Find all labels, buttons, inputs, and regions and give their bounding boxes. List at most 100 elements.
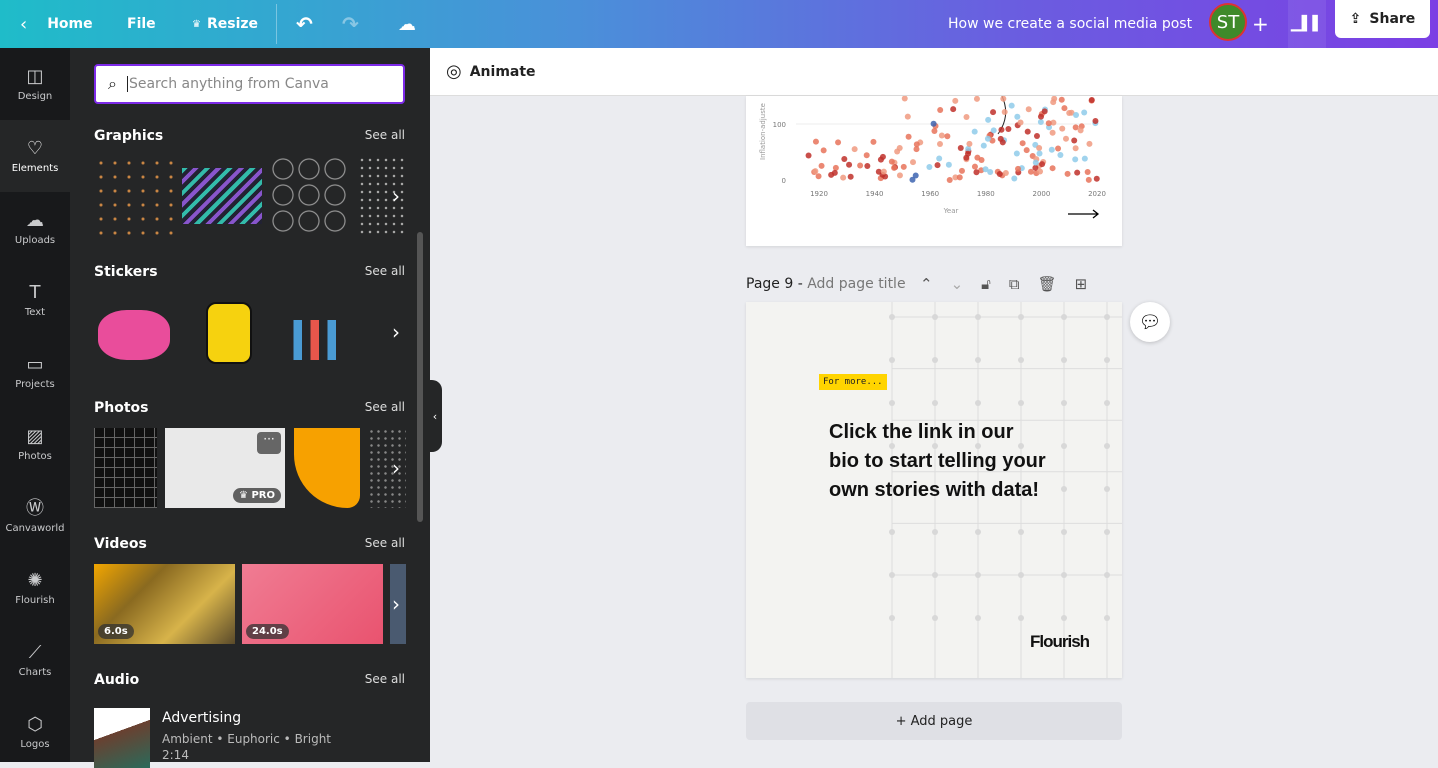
- audio-title[interactable]: Advertising: [162, 710, 242, 726]
- scatter-point: [1077, 127, 1084, 134]
- see-all-link[interactable]: See all: [364, 128, 405, 142]
- grid-background: [889, 302, 1122, 678]
- section-photos: Photos See all: [94, 400, 405, 416]
- cta-text[interactable]: Click the link in our bio to start telli…: [829, 421, 1046, 501]
- for-more-tag[interactable]: For more...: [819, 374, 887, 390]
- grid-node: [1061, 443, 1067, 449]
- unlock-icon[interactable]: 🔓︎: [981, 275, 991, 293]
- more-options-icon[interactable]: ···: [257, 432, 281, 454]
- redo-icon[interactable]: ↷: [342, 12, 359, 36]
- scatter-point: [870, 138, 877, 145]
- page-9-canvas[interactable]: For more... Click the link in our bio to…: [746, 302, 1122, 678]
- scatter-point: [1086, 140, 1093, 147]
- panel-scrollbar[interactable]: [417, 232, 423, 522]
- sidebar-item-projects[interactable]: ▭ Projects: [15, 353, 55, 390]
- chevron-up-icon[interactable]: ⌃: [920, 275, 933, 293]
- graphic-dots[interactable]: [358, 156, 406, 236]
- chevron-right-icon[interactable]: ›: [392, 456, 400, 480]
- scatter-point: [1072, 156, 1079, 163]
- sidebar-item-text[interactable]: T Text: [24, 281, 46, 318]
- sticker-thumbs-up[interactable]: [206, 302, 252, 364]
- photo-crumpled-paper[interactable]: ··· ♛ PRO: [165, 428, 285, 508]
- see-all-link[interactable]: See all: [364, 672, 405, 686]
- scatter-point: [828, 171, 835, 178]
- scatter-point: [1073, 112, 1080, 119]
- graphic-zigzag[interactable]: [182, 168, 262, 224]
- section-graphics: Graphics See all: [94, 128, 405, 144]
- scatter-point: [937, 106, 944, 113]
- home-button[interactable]: ‹ Home: [20, 13, 93, 35]
- animate-button[interactable]: Animate: [469, 63, 536, 80]
- chevron-down-icon[interactable]: ⌄: [950, 275, 964, 293]
- collapse-panel-button[interactable]: ‹: [428, 380, 442, 452]
- add-page-icon[interactable]: ⊞: [1074, 275, 1088, 293]
- scatter-point: [930, 120, 937, 127]
- photo-dots[interactable]: [368, 428, 406, 508]
- layout-icon: ◫: [26, 65, 44, 87]
- chevron-right-icon[interactable]: ›: [392, 184, 400, 208]
- crown-icon: ♛: [192, 18, 201, 30]
- scatter-point: [971, 128, 978, 135]
- scatter-point: [841, 155, 848, 162]
- sidebar-item-photos[interactable]: ▨ Photos: [18, 425, 52, 462]
- cloud-saved-icon[interactable]: ☁: [398, 13, 416, 35]
- x-tick-label: 2020: [1088, 190, 1106, 198]
- undo-icon[interactable]: ↶: [296, 12, 313, 36]
- share-button[interactable]: ⇪ Share: [1335, 0, 1430, 38]
- photo-orange-shape[interactable]: [294, 428, 360, 508]
- page-8-canvas[interactable]: 0 100 1920 1940 1960 1980 2000 2020 Year Inflatio…: [746, 95, 1122, 246]
- section-stickers: Stickers See all: [94, 264, 405, 280]
- sidebar-item-design[interactable]: ◫ Design: [17, 65, 53, 102]
- sticker-bar-chart[interactable]: [280, 320, 348, 360]
- scatter-point: [818, 162, 825, 169]
- chevron-right-icon[interactable]: ›: [392, 592, 400, 616]
- sticker-turkey[interactable]: [98, 310, 170, 360]
- resize-button[interactable]: ♛ Resize: [192, 16, 259, 32]
- insights-icon[interactable]: ▁▌▌: [1288, 0, 1326, 48]
- sidebar-item-elements[interactable]: ♡ Elements: [0, 120, 70, 192]
- file-menu[interactable]: File: [127, 16, 156, 32]
- scatter-point: [1036, 150, 1043, 157]
- chevron-right-icon[interactable]: ›: [392, 320, 400, 344]
- grid-node: [1018, 400, 1024, 406]
- elements-panel: ⌕ Search anything from Canva Graphics See …: [70, 48, 430, 768]
- y-tick-label: 100: [773, 121, 786, 129]
- duplicate-icon[interactable]: ⧉: [1008, 275, 1020, 293]
- design-title[interactable]: How we create a social media post: [948, 16, 1193, 32]
- add-collaborator-icon[interactable]: +: [1252, 12, 1269, 36]
- scatter-point: [938, 132, 945, 139]
- grid-node: [1061, 572, 1067, 578]
- see-all-link[interactable]: See all: [364, 536, 405, 550]
- graphic-confetti[interactable]: [94, 156, 174, 236]
- sidebar-item-flourish[interactable]: ✺ Flourish: [15, 569, 55, 606]
- video-pink-droplets[interactable]: 24.0s: [242, 564, 383, 644]
- graphic-circles[interactable]: [270, 156, 350, 236]
- section-videos: Videos See all: [94, 536, 405, 552]
- search-input[interactable]: ⌕ Search anything from Canva: [94, 64, 405, 104]
- grid-node: [889, 529, 895, 535]
- audio-cover[interactable]: [94, 708, 150, 768]
- scatter-point: [1013, 150, 1020, 157]
- avatar[interactable]: ST: [1209, 3, 1247, 41]
- see-all-link[interactable]: See all: [364, 400, 405, 414]
- scatter-point: [1088, 96, 1095, 103]
- scatter-point: [896, 172, 903, 179]
- sidebar-item-charts[interactable]: ⟋ Charts: [18, 641, 52, 678]
- scatter-point: [1036, 144, 1043, 151]
- page-title-input[interactable]: Add page title: [807, 276, 906, 292]
- video-yellow-flower[interactable]: 6.0s: [94, 564, 235, 644]
- trash-icon[interactable]: 🗑︎: [1037, 275, 1057, 293]
- sidebar-item-logos[interactable]: ⬡ Logos: [20, 713, 50, 750]
- video-thumb[interactable]: [390, 564, 406, 644]
- photo-grid[interactable]: [94, 428, 157, 508]
- sidebar-item-uploads[interactable]: ☁ Uploads: [14, 209, 56, 246]
- see-all-link[interactable]: See all: [364, 264, 405, 278]
- add-page-button[interactable]: + Add page: [746, 702, 1122, 740]
- add-comment-icon[interactable]: 💬︎: [1130, 302, 1170, 342]
- flourish-logo[interactable]: Flourish: [1030, 632, 1090, 651]
- grid-node: [975, 529, 981, 535]
- scatter-point: [905, 133, 912, 140]
- grid-node: [932, 486, 938, 492]
- sidebar-item-canvaworld[interactable]: Ⓦ Canvaworld: [5, 497, 65, 534]
- scatter-point: [815, 173, 822, 180]
